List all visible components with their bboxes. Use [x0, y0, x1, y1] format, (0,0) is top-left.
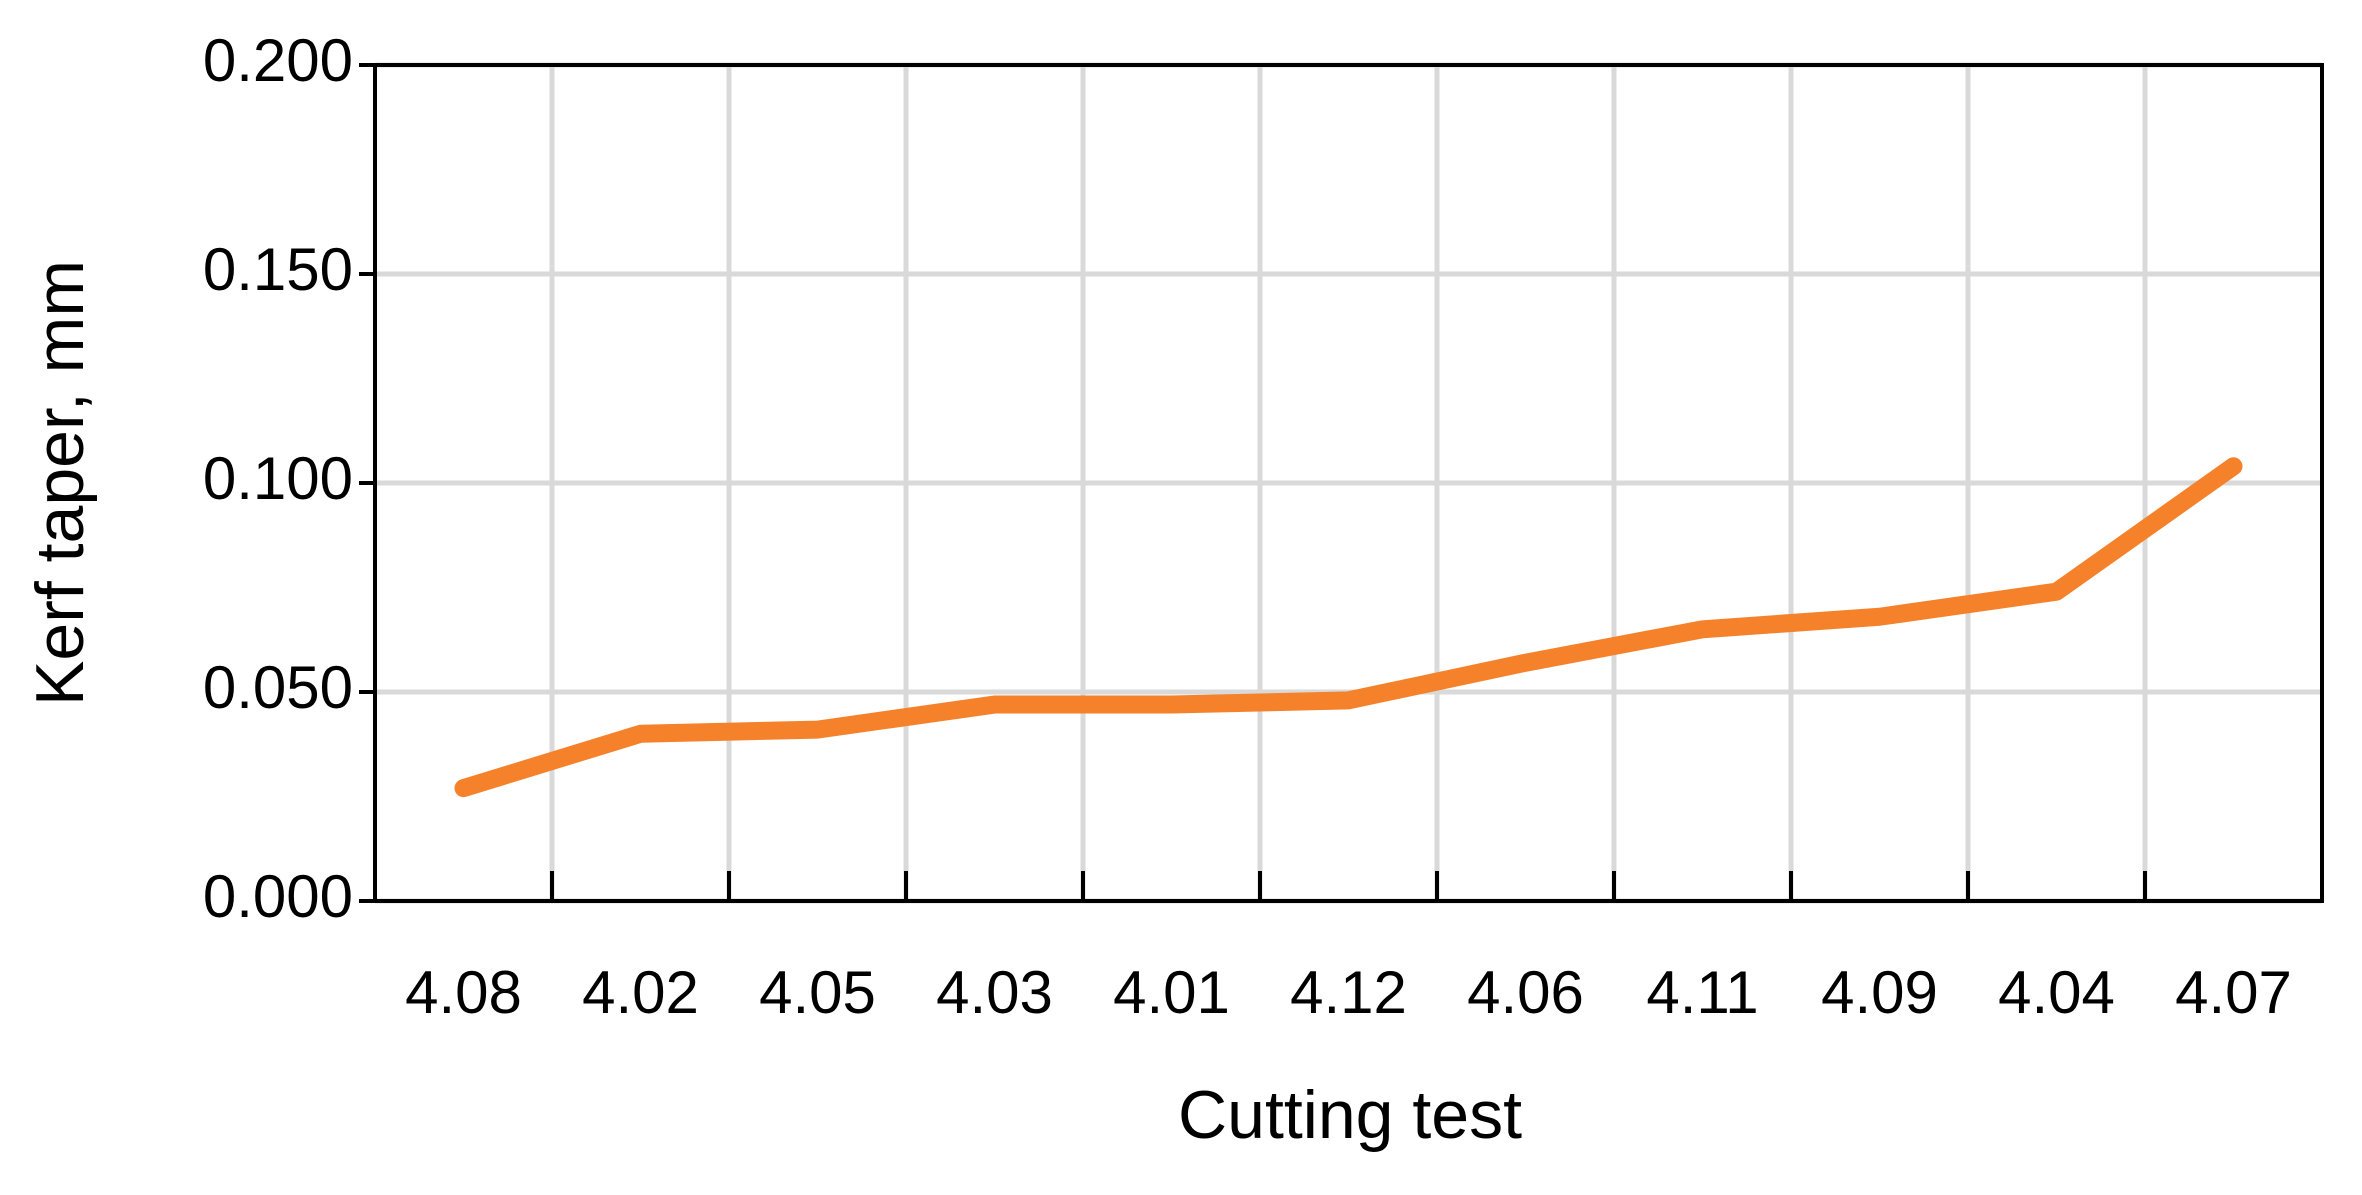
x-tick-label: 4.05	[759, 959, 876, 1026]
y-tick-label: 0.100	[203, 445, 353, 512]
y-tick-label: 0.050	[203, 654, 353, 721]
x-axis-title: Cutting test	[1178, 1077, 1522, 1153]
y-tick-label: 0.150	[203, 236, 353, 303]
x-tick-label: 4.03	[936, 959, 1053, 1026]
x-tick-label: 4.07	[2175, 959, 2292, 1026]
y-tick-label: 0.000	[203, 863, 353, 930]
y-axis-title: Kerf taper, mm	[22, 260, 98, 706]
x-tick-label: 4.09	[1821, 959, 1938, 1026]
x-tick-label: 4.12	[1290, 959, 1407, 1026]
x-tick-label: 4.11	[1646, 959, 1758, 1026]
x-tick-label: 4.06	[1467, 959, 1584, 1026]
plot-frame	[373, 63, 2324, 903]
y-tick-label: 0.200	[203, 27, 353, 94]
x-tick-label: 4.04	[1998, 959, 2115, 1026]
x-tick-label: 4.08	[405, 959, 522, 1026]
x-tick-label: 4.01	[1113, 959, 1230, 1026]
data-line	[454, 457, 2243, 798]
x-tick-label: 4.02	[582, 959, 699, 1026]
